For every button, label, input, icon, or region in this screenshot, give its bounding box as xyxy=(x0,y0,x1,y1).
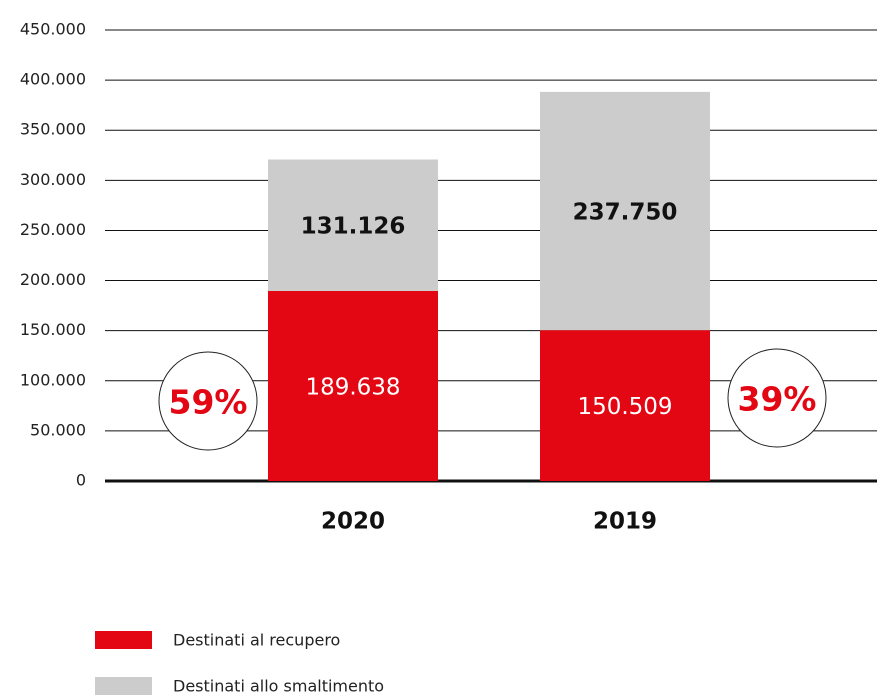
x-tick-label: 2020 xyxy=(321,509,385,535)
x-tick-label: 2019 xyxy=(593,509,657,535)
y-tick-label: 50.000 xyxy=(30,420,86,439)
y-tick-label: 250.000 xyxy=(20,220,86,239)
legend-swatch xyxy=(95,631,152,649)
y-tick-label: 300.000 xyxy=(20,170,86,189)
bar-segment xyxy=(268,290,438,481)
bar-segment xyxy=(540,330,710,481)
y-tick-label: 400.000 xyxy=(20,70,86,89)
percent-circle xyxy=(158,351,258,451)
legend-label: Destinati allo smaltimento xyxy=(173,677,384,696)
legend-label: Destinati al recupero xyxy=(173,631,340,650)
y-tick-label: 200.000 xyxy=(20,270,86,289)
value-label: 237.750 xyxy=(573,200,678,226)
bar-segment xyxy=(540,91,710,331)
y-tick-label: 150.000 xyxy=(20,320,86,339)
y-tick-label: 350.000 xyxy=(20,120,86,139)
percent-label: 59% xyxy=(169,383,248,422)
y-tick-label: 450.000 xyxy=(20,20,86,39)
value-label: 150.509 xyxy=(577,394,672,420)
percent-circle xyxy=(727,348,827,448)
y-tick-label: 0 xyxy=(76,471,86,490)
y-tick-label: 100.000 xyxy=(20,370,86,389)
legend-swatch xyxy=(95,677,152,695)
value-label: 131.126 xyxy=(301,214,406,240)
value-label: 189.638 xyxy=(305,374,400,400)
bar-segment xyxy=(268,159,438,291)
percent-label: 39% xyxy=(738,380,817,419)
